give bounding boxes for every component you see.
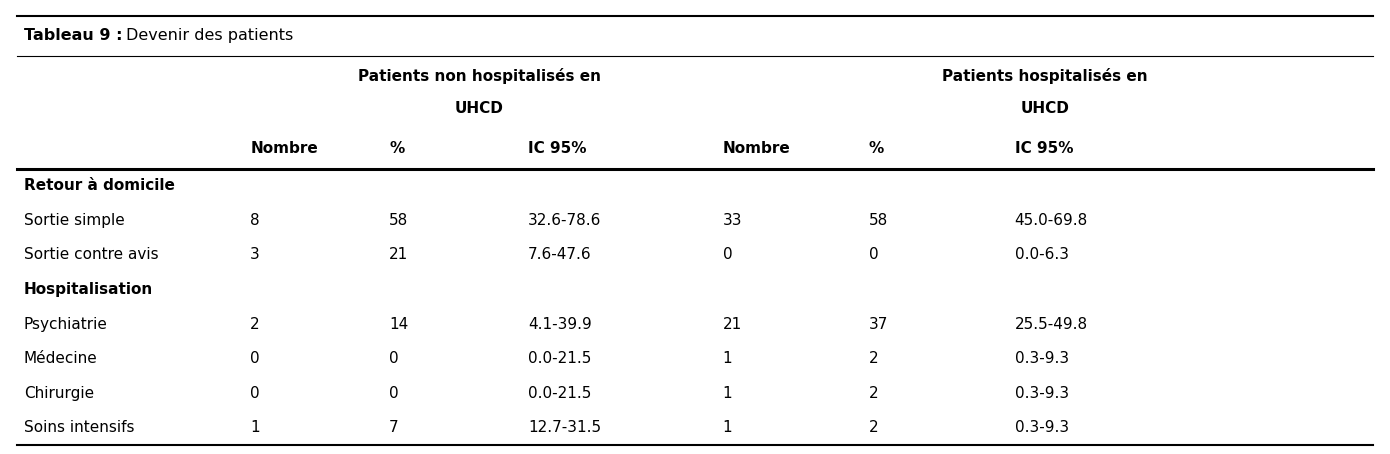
Text: 0.0-6.3: 0.0-6.3	[1015, 247, 1069, 262]
Text: Retour à domicile: Retour à domicile	[24, 178, 175, 193]
Text: Sortie contre avis: Sortie contre avis	[24, 247, 158, 262]
Text: 0.3-9.3: 0.3-9.3	[1015, 420, 1069, 435]
Text: Nombre: Nombre	[723, 141, 791, 156]
Text: 1: 1	[250, 420, 260, 435]
Text: 0: 0	[389, 385, 399, 400]
Text: UHCD: UHCD	[1020, 101, 1069, 116]
Text: UHCD: UHCD	[455, 101, 505, 116]
Text: 0: 0	[723, 247, 733, 262]
Text: 45.0-69.8: 45.0-69.8	[1015, 213, 1088, 228]
Text: 1: 1	[723, 351, 733, 366]
Text: Nombre: Nombre	[250, 141, 318, 156]
Text: Devenir des patients: Devenir des patients	[126, 29, 293, 44]
Text: Hospitalisation: Hospitalisation	[24, 282, 153, 297]
Text: Soins intensifs: Soins intensifs	[24, 420, 133, 435]
Text: %: %	[869, 141, 884, 156]
Text: 4.1-39.9: 4.1-39.9	[528, 316, 592, 331]
Text: 1: 1	[723, 420, 733, 435]
Text: 12.7-31.5: 12.7-31.5	[528, 420, 602, 435]
Text: 0.3-9.3: 0.3-9.3	[1015, 385, 1069, 400]
Text: 0: 0	[389, 351, 399, 366]
Text: 33: 33	[723, 213, 742, 228]
Text: 8: 8	[250, 213, 260, 228]
Text: 0.3-9.3: 0.3-9.3	[1015, 351, 1069, 366]
Text: 2: 2	[869, 385, 878, 400]
Text: 7: 7	[389, 420, 399, 435]
Text: 0: 0	[250, 385, 260, 400]
Text: IC 95%: IC 95%	[528, 141, 587, 156]
Text: 58: 58	[869, 213, 888, 228]
Text: 25.5-49.8: 25.5-49.8	[1015, 316, 1088, 331]
Text: %: %	[389, 141, 404, 156]
Text: Patients non hospitalisés en: Patients non hospitalisés en	[359, 68, 600, 84]
Text: Psychiatrie: Psychiatrie	[24, 316, 107, 331]
Text: 2: 2	[250, 316, 260, 331]
Text: 0.0-21.5: 0.0-21.5	[528, 385, 592, 400]
Text: 0: 0	[250, 351, 260, 366]
Text: 21: 21	[723, 316, 742, 331]
Text: Tableau 9 :: Tableau 9 :	[24, 29, 128, 44]
Text: 0.0-21.5: 0.0-21.5	[528, 351, 592, 366]
Text: 2: 2	[869, 420, 878, 435]
Text: Patients hospitalisés en: Patients hospitalisés en	[942, 68, 1147, 84]
Text: 0: 0	[869, 247, 878, 262]
Text: 32.6-78.6: 32.6-78.6	[528, 213, 602, 228]
Text: 37: 37	[869, 316, 888, 331]
Text: IC 95%: IC 95%	[1015, 141, 1073, 156]
Text: 7.6-47.6: 7.6-47.6	[528, 247, 592, 262]
Text: 21: 21	[389, 247, 409, 262]
Text: Chirurgie: Chirurgie	[24, 385, 93, 400]
Text: 14: 14	[389, 316, 409, 331]
Text: 58: 58	[389, 213, 409, 228]
Text: 1: 1	[723, 385, 733, 400]
Text: Sortie simple: Sortie simple	[24, 213, 124, 228]
Text: 3: 3	[250, 247, 260, 262]
Text: 2: 2	[869, 351, 878, 366]
Text: Médecine: Médecine	[24, 351, 97, 366]
